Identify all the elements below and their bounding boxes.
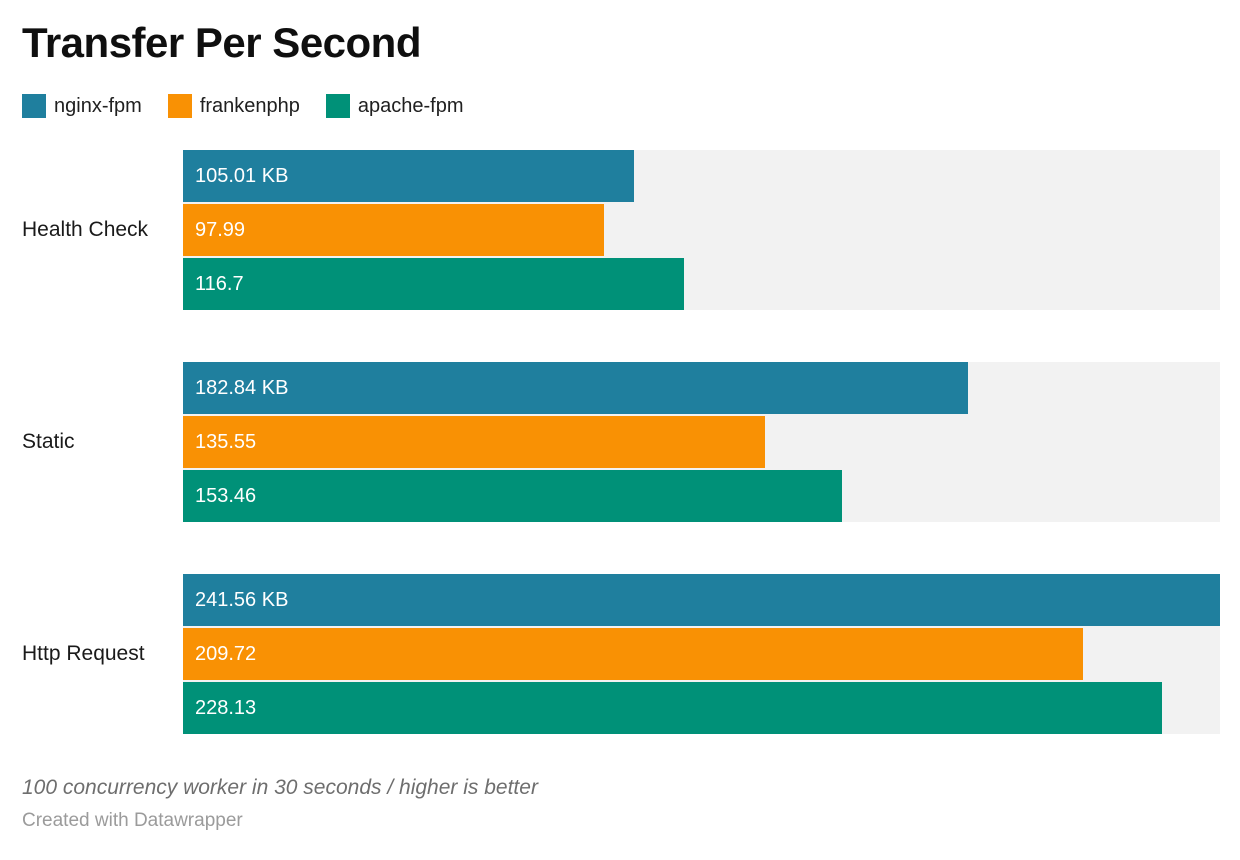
- bar-chart: Health Check 105.01 KB 97.99 116.7: [22, 150, 1220, 734]
- bar-value-label: 209.72: [195, 642, 257, 665]
- bar-row: 116.7: [183, 258, 1220, 310]
- category-label: Static: [22, 430, 75, 453]
- bar-value-label: 105.01 KB: [195, 164, 289, 187]
- legend-label: nginx-fpm: [54, 95, 142, 117]
- bar-row: 153.46: [183, 470, 1220, 522]
- legend-item-frankenphp: frankenphp: [167, 94, 300, 118]
- bar-group-health-check: Health Check 105.01 KB 97.99 116.7: [22, 150, 1220, 310]
- bar-track: 241.56 KB 209.72 228.13: [183, 574, 1220, 734]
- bar-track: 105.01 KB 97.99 116.7: [183, 150, 1220, 310]
- legend-item-apache-fpm: apache-fpm: [325, 94, 464, 118]
- bar-nginx-fpm: 182.84 KB: [183, 362, 968, 414]
- bar-row: 105.01 KB: [183, 150, 1220, 202]
- bar-value-label: 241.56 KB: [195, 588, 289, 611]
- category-label: Health Check: [22, 218, 149, 241]
- bar-value-label: 153.46: [195, 484, 257, 507]
- legend-swatch-frankenphp: [167, 94, 192, 118]
- bar-frankenphp: 97.99: [183, 204, 604, 256]
- bar-track: 182.84 KB 135.55 153.46: [183, 362, 1220, 522]
- bar-row: 241.56 KB: [183, 574, 1220, 626]
- legend-swatch-nginx-fpm: [22, 94, 46, 118]
- bar-value-label: 135.55: [195, 430, 257, 453]
- bar-nginx-fpm: 105.01 KB: [183, 150, 634, 202]
- bar-apache-fpm: 153.46: [183, 470, 842, 522]
- bar-value-label: 97.99: [195, 218, 246, 241]
- bar-value-label: 116.7: [195, 272, 244, 295]
- bar-frankenphp: 209.72: [183, 628, 1084, 680]
- legend-item-nginx-fpm: nginx-fpm: [22, 94, 142, 118]
- bar-row: 135.55: [183, 416, 1220, 468]
- attribution: Created with Datawrapper: [22, 810, 243, 831]
- legend-label: frankenphp: [199, 95, 300, 117]
- bar-value-label: 182.84 KB: [195, 376, 289, 399]
- category-label: Http Request: [22, 642, 145, 665]
- bar-group-static: Static 182.84 KB 135.55 153.46: [22, 362, 1220, 522]
- bar-frankenphp: 135.55: [183, 416, 765, 468]
- legend: nginx-fpm frankenphp apache-fpm: [22, 94, 1220, 118]
- page-title: Transfer Per Second: [22, 19, 422, 66]
- bar-group-http-request: Http Request 241.56 KB 209.72 228.13: [22, 574, 1220, 734]
- bar-row: 209.72: [183, 628, 1220, 680]
- bar-row: 97.99: [183, 204, 1220, 256]
- legend-swatch-apache-fpm: [325, 94, 350, 118]
- bar-apache-fpm: 116.7: [183, 258, 684, 310]
- bar-row: 182.84 KB: [183, 362, 1220, 414]
- bar-apache-fpm: 228.13: [183, 682, 1163, 734]
- legend-label: apache-fpm: [357, 95, 464, 117]
- bar-row: 228.13: [183, 682, 1220, 734]
- bar-nginx-fpm: 241.56 KB: [183, 574, 1220, 626]
- chart-note: 100 concurrency worker in 30 seconds / h…: [22, 776, 538, 799]
- bar-value-label: 228.13: [195, 696, 257, 719]
